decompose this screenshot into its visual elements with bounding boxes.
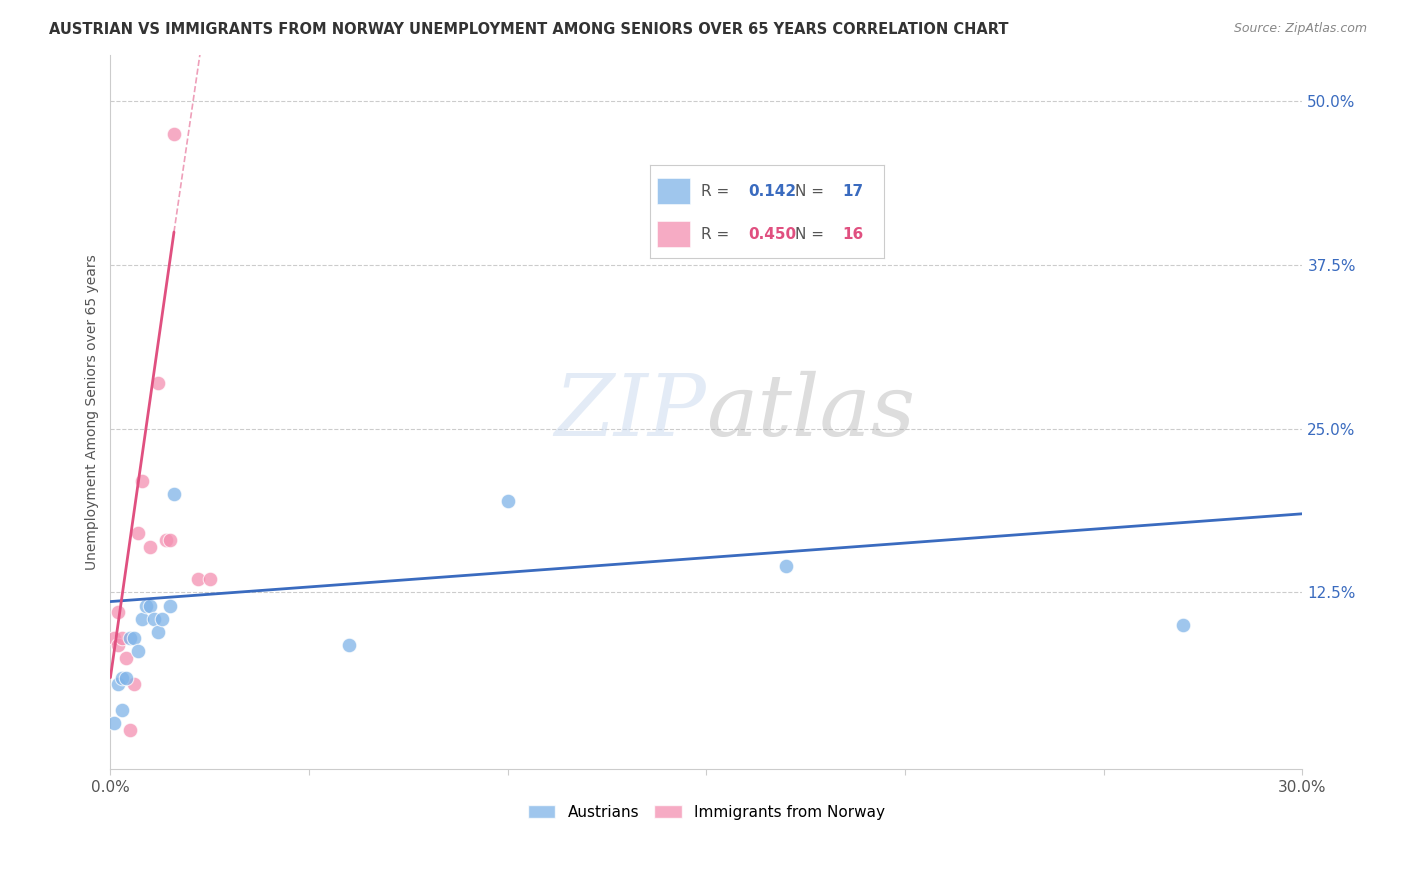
Point — [103, 716, 125, 731]
Point — [187, 572, 209, 586]
Text: 0.142: 0.142 — [748, 184, 796, 199]
Point — [107, 605, 129, 619]
Point — [159, 599, 181, 613]
Point — [775, 559, 797, 574]
Text: ZIP: ZIP — [554, 371, 706, 453]
Point — [135, 599, 157, 613]
Bar — [657, 178, 689, 204]
Point — [120, 723, 142, 737]
Legend: Austrians, Immigrants from Norway: Austrians, Immigrants from Norway — [522, 798, 891, 826]
Point — [111, 703, 134, 717]
Point — [131, 612, 153, 626]
Point — [163, 487, 186, 501]
Point — [115, 671, 138, 685]
Point — [139, 599, 162, 613]
Point — [131, 474, 153, 488]
Point — [127, 644, 149, 658]
Text: atlas: atlas — [706, 371, 915, 453]
Text: 0.450: 0.450 — [748, 227, 796, 242]
Point — [122, 632, 145, 646]
Text: N =: N = — [794, 184, 830, 199]
Point — [139, 540, 162, 554]
Text: R =: R = — [702, 227, 734, 242]
Point — [143, 612, 166, 626]
Point — [155, 533, 177, 547]
Point — [163, 127, 186, 141]
Y-axis label: Unemployment Among Seniors over 65 years: Unemployment Among Seniors over 65 years — [86, 254, 100, 570]
Point — [150, 612, 173, 626]
Text: R =: R = — [702, 184, 734, 199]
Point — [111, 632, 134, 646]
Text: 17: 17 — [842, 184, 863, 199]
Point — [1173, 618, 1195, 632]
Point — [103, 632, 125, 646]
Point — [146, 624, 169, 639]
Point — [159, 533, 181, 547]
Point — [111, 671, 134, 685]
Text: N =: N = — [794, 227, 830, 242]
Text: 16: 16 — [842, 227, 863, 242]
Point — [496, 493, 519, 508]
Point — [107, 638, 129, 652]
Text: Source: ZipAtlas.com: Source: ZipAtlas.com — [1233, 22, 1367, 36]
Point — [107, 677, 129, 691]
Bar — [657, 221, 689, 247]
Point — [198, 572, 221, 586]
Point — [120, 632, 142, 646]
Point — [115, 651, 138, 665]
Text: AUSTRIAN VS IMMIGRANTS FROM NORWAY UNEMPLOYMENT AMONG SENIORS OVER 65 YEARS CORR: AUSTRIAN VS IMMIGRANTS FROM NORWAY UNEMP… — [49, 22, 1008, 37]
Point — [127, 526, 149, 541]
Point — [122, 677, 145, 691]
Point — [337, 638, 360, 652]
Point — [146, 376, 169, 390]
